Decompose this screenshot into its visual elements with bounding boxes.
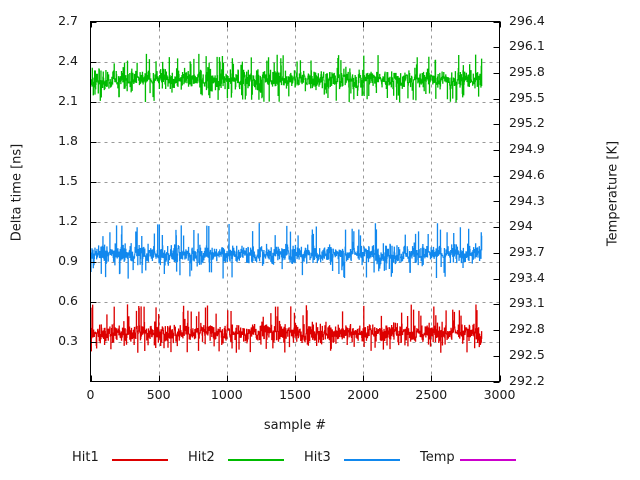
y-tick-label-right: 296.4 <box>509 12 545 28</box>
plot-border <box>90 21 500 382</box>
y-tick-label-right: 294.9 <box>509 141 545 157</box>
legend-color-swatch <box>112 459 168 461</box>
y-tick-label-right: 292.2 <box>509 372 545 388</box>
legend-color-swatch <box>344 459 400 461</box>
y-tick-label-left: 2.1 <box>58 92 78 108</box>
x-tick-label: 2000 <box>347 387 380 402</box>
x-tick-label: 0 <box>86 387 95 402</box>
y-tick-label-left: 0.6 <box>58 292 78 308</box>
y-tick-label-left: 0.3 <box>58 332 78 348</box>
series-hit1 <box>90 304 483 353</box>
x-axis-label: sample # <box>263 418 327 433</box>
tick-marks-layer <box>90 21 501 383</box>
y-tick-label-right: 293.1 <box>509 295 545 311</box>
legend-label: Hit3 <box>304 450 331 465</box>
y-tick-label-left: 2.7 <box>58 12 78 28</box>
y-tick-label-left: 1.8 <box>58 132 78 148</box>
legend-label: Temp <box>420 450 455 465</box>
series-layer <box>90 53 483 353</box>
y-tick-label-left: 1.5 <box>58 172 78 188</box>
x-tick-label: 2500 <box>415 387 448 402</box>
legend-label: Hit2 <box>188 450 215 465</box>
y-tick-label-right: 295.5 <box>509 89 545 105</box>
y-tick-label-left: 1.2 <box>58 212 78 228</box>
series-line-hit3 <box>90 223 483 279</box>
x-tick-label: 3000 <box>483 387 516 402</box>
legend-color-swatch <box>228 459 284 461</box>
series-hit2 <box>90 53 483 103</box>
x-tick-label: 1500 <box>279 387 311 402</box>
y-tick-label-right: 293.7 <box>509 243 545 259</box>
y-tick-label-right: 294.3 <box>509 192 545 208</box>
y-tick-label-left: 2.4 <box>58 52 78 68</box>
series-hit3 <box>90 223 483 279</box>
y-tick-label-right: 292.8 <box>509 321 545 337</box>
x-tick-label: 500 <box>146 387 171 402</box>
series-line-hit2 <box>90 53 483 103</box>
y-axis-label-right: Temperature [K] <box>605 140 621 247</box>
y-tick-label-right: 296.1 <box>509 38 545 54</box>
x-tick-label: 1000 <box>210 387 243 402</box>
series-line-hit1 <box>90 304 483 353</box>
legend-label: Hit1 <box>72 450 99 465</box>
chart-legend: Hit1 Hit2 Hit3 Temp <box>0 450 640 474</box>
y-tick-label-right: 292.5 <box>509 346 545 362</box>
y-tick-label-right: 295.2 <box>509 115 545 131</box>
y-tick-label-right: 293.4 <box>509 269 545 285</box>
y-tick-label-right: 294.6 <box>509 166 545 182</box>
y-tick-label-right: 295.8 <box>509 63 545 79</box>
legend-color-swatch <box>460 459 516 461</box>
y-tick-label-left: 0.9 <box>58 252 78 268</box>
y-tick-label-right: 294 <box>509 218 533 234</box>
